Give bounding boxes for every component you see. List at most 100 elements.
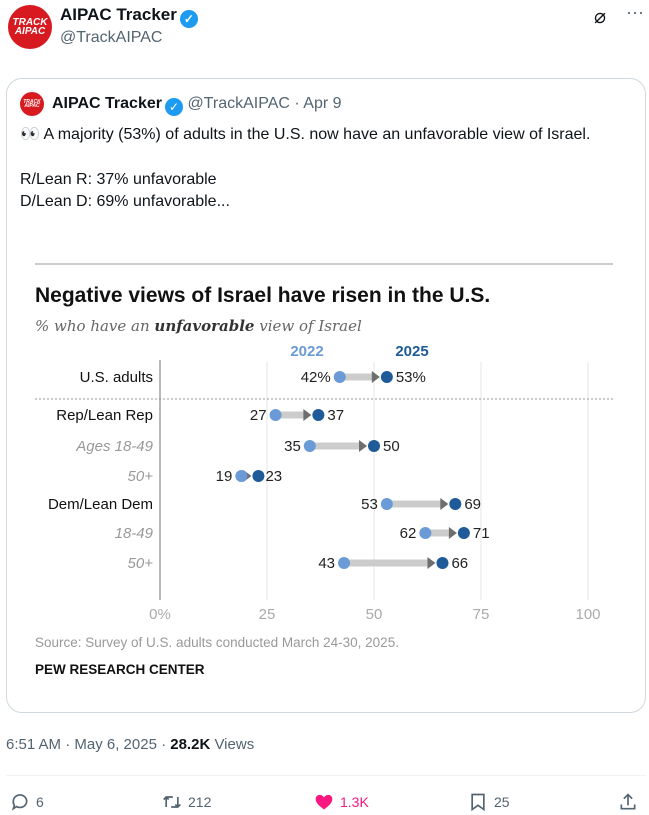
chart-row: 50+ 19 23 <box>128 468 283 485</box>
quote-author-avatar: TRACK AIPAC <box>20 92 44 116</box>
subtitle-post: view of Israel <box>254 317 361 335</box>
value-label-2025: 50 <box>383 438 400 455</box>
quote-text: 👀 A majority (53%) of adults in the U.S.… <box>20 124 630 214</box>
change-arrowhead <box>427 557 436 569</box>
quote-text-line: R/Lean R: 37% unfavorable <box>20 170 217 188</box>
chart-subtitle: % who have an unfavorable view of Israel <box>35 317 362 335</box>
x-tick-label: 25 <box>259 606 276 623</box>
row-label: 18-49 <box>115 525 154 542</box>
value-label-2025: 23 <box>265 468 282 485</box>
quote-header: AIPAC Tracker ✓ @TrackAIPAC · Apr 9 <box>52 95 342 116</box>
value-label-2022: 27 <box>250 407 267 424</box>
grok-icon[interactable]: ⌀ <box>594 6 607 28</box>
more-options-icon[interactable]: ··· <box>626 2 644 22</box>
like-count: 1.3K <box>340 794 369 810</box>
views-count: 28.2K <box>170 736 211 753</box>
quoted-tweet-card[interactable] <box>6 78 646 713</box>
author-handle[interactable]: @TrackAIPAC <box>60 29 163 46</box>
row-label: Dem/Lean Dem <box>48 496 153 513</box>
author-avatar[interactable]: TRACK AIPAC <box>8 5 52 49</box>
avatar-logo-text: TRACK AIPAC <box>12 17 48 37</box>
value-label-2025: 66 <box>451 555 468 572</box>
repost-button[interactable]: 212 <box>162 792 211 812</box>
dot-2025 <box>449 498 462 510</box>
chart-credit: PEW RESEARCH CENTER <box>35 662 205 677</box>
dot-2025 <box>252 470 265 482</box>
change-arrow-shaft <box>309 442 360 450</box>
value-label-2022: 42% <box>301 369 331 386</box>
verified-badge-icon: ✓ <box>179 10 198 28</box>
x-tick-label: 100 <box>575 606 600 623</box>
row-label: U.S. adults <box>80 369 153 386</box>
chart-source: Source: Survey of U.S. adults conducted … <box>35 635 399 650</box>
tweet-meta: 6:51 AM · May 6, 2025 · 28.2K Views <box>6 736 254 753</box>
author-name[interactable]: AIPAC Tracker ✓ <box>60 5 198 28</box>
reply-button[interactable]: 6 <box>10 792 44 812</box>
value-label-2025: 69 <box>464 496 481 513</box>
chart-row: 50+ 43 66 <box>128 555 469 572</box>
change-arrowhead <box>448 527 457 539</box>
legend-2022: 2022 <box>290 343 323 360</box>
x-tick-label: 75 <box>473 606 490 623</box>
legend-2025: 2025 <box>395 343 428 360</box>
change-arrowhead <box>371 371 380 383</box>
x-tick-label: 0% <box>149 606 171 623</box>
bookmark-button[interactable]: 25 <box>468 792 510 812</box>
bookmark-count: 25 <box>494 794 510 810</box>
quote-author-handle: @TrackAIPAC <box>187 95 290 112</box>
chart-row: Dem/Lean Dem 53 69 <box>48 496 481 513</box>
quote-text-line: D/Lean D: 69% unfavorable... <box>20 193 230 210</box>
quote-date: · Apr 9 <box>294 95 342 112</box>
subtitle-bold: unfavorable <box>154 317 254 335</box>
dot-2025 <box>436 557 449 569</box>
dot-2022 <box>235 470 248 482</box>
chart-row: U.S. adults 42% 53% <box>80 369 426 386</box>
bookmark-icon <box>471 793 485 812</box>
change-arrowhead <box>359 440 367 452</box>
row-label: 50+ <box>128 555 154 572</box>
value-label-2022: 43 <box>318 555 335 572</box>
like-button[interactable]: 1.3K <box>314 792 369 812</box>
change-arrowhead <box>440 498 449 510</box>
avatar-logo-text: TRACK AIPAC <box>23 98 41 109</box>
quote-author-name: AIPAC Tracker <box>52 95 162 112</box>
dot-2022 <box>269 409 282 421</box>
chart-title: Negative views of Israel have risen in t… <box>35 284 490 307</box>
change-arrow-shaft <box>339 373 373 381</box>
value-label-2025: 37 <box>327 407 344 424</box>
dot-2022 <box>338 557 351 569</box>
quote-text-line: 👀 A majority (53%) of adults in the U.S.… <box>20 126 591 143</box>
dot-2022 <box>333 371 346 383</box>
timestamp[interactable]: 6:51 AM · May 6, 2025 · <box>6 736 171 753</box>
heart-icon <box>315 794 333 810</box>
change-arrow-shaft <box>275 411 305 419</box>
chart-row: 18-49 62 71 <box>115 525 490 542</box>
repost-count: 212 <box>188 794 212 810</box>
repost-icon <box>163 795 181 809</box>
value-label-2022: 19 <box>216 468 233 485</box>
divider <box>6 775 646 776</box>
dot-2022 <box>380 498 393 510</box>
dot-2025 <box>380 371 393 383</box>
change-arrow-shaft <box>344 559 429 567</box>
chart-row: Ages 18-49 35 50 <box>75 438 399 455</box>
chart-row: Rep/Lean Rep 27 37 <box>56 407 344 424</box>
dot-2025 <box>457 527 470 539</box>
author-name-text: AIPAC Tracker <box>60 5 177 24</box>
chart-image: Negative views of Israel have risen in t… <box>35 263 613 677</box>
change-arrow-shaft <box>386 500 442 508</box>
dot-2025 <box>312 409 325 421</box>
share-button[interactable] <box>618 792 638 812</box>
dot-2022 <box>303 440 316 452</box>
change-arrowhead <box>303 409 312 421</box>
verified-badge-icon: ✓ <box>164 98 183 116</box>
row-label: Rep/Lean Rep <box>56 407 153 424</box>
dot-2022 <box>419 527 432 539</box>
value-label-2025: 53% <box>396 369 426 386</box>
subtitle-pre: % who have an <box>35 317 154 335</box>
dot-2025 <box>368 440 380 452</box>
row-label: 50+ <box>128 468 154 485</box>
row-label: Ages 18-49 <box>75 438 153 455</box>
x-tick-label: 50 <box>366 606 383 623</box>
change-arrow-shaft <box>425 529 450 537</box>
